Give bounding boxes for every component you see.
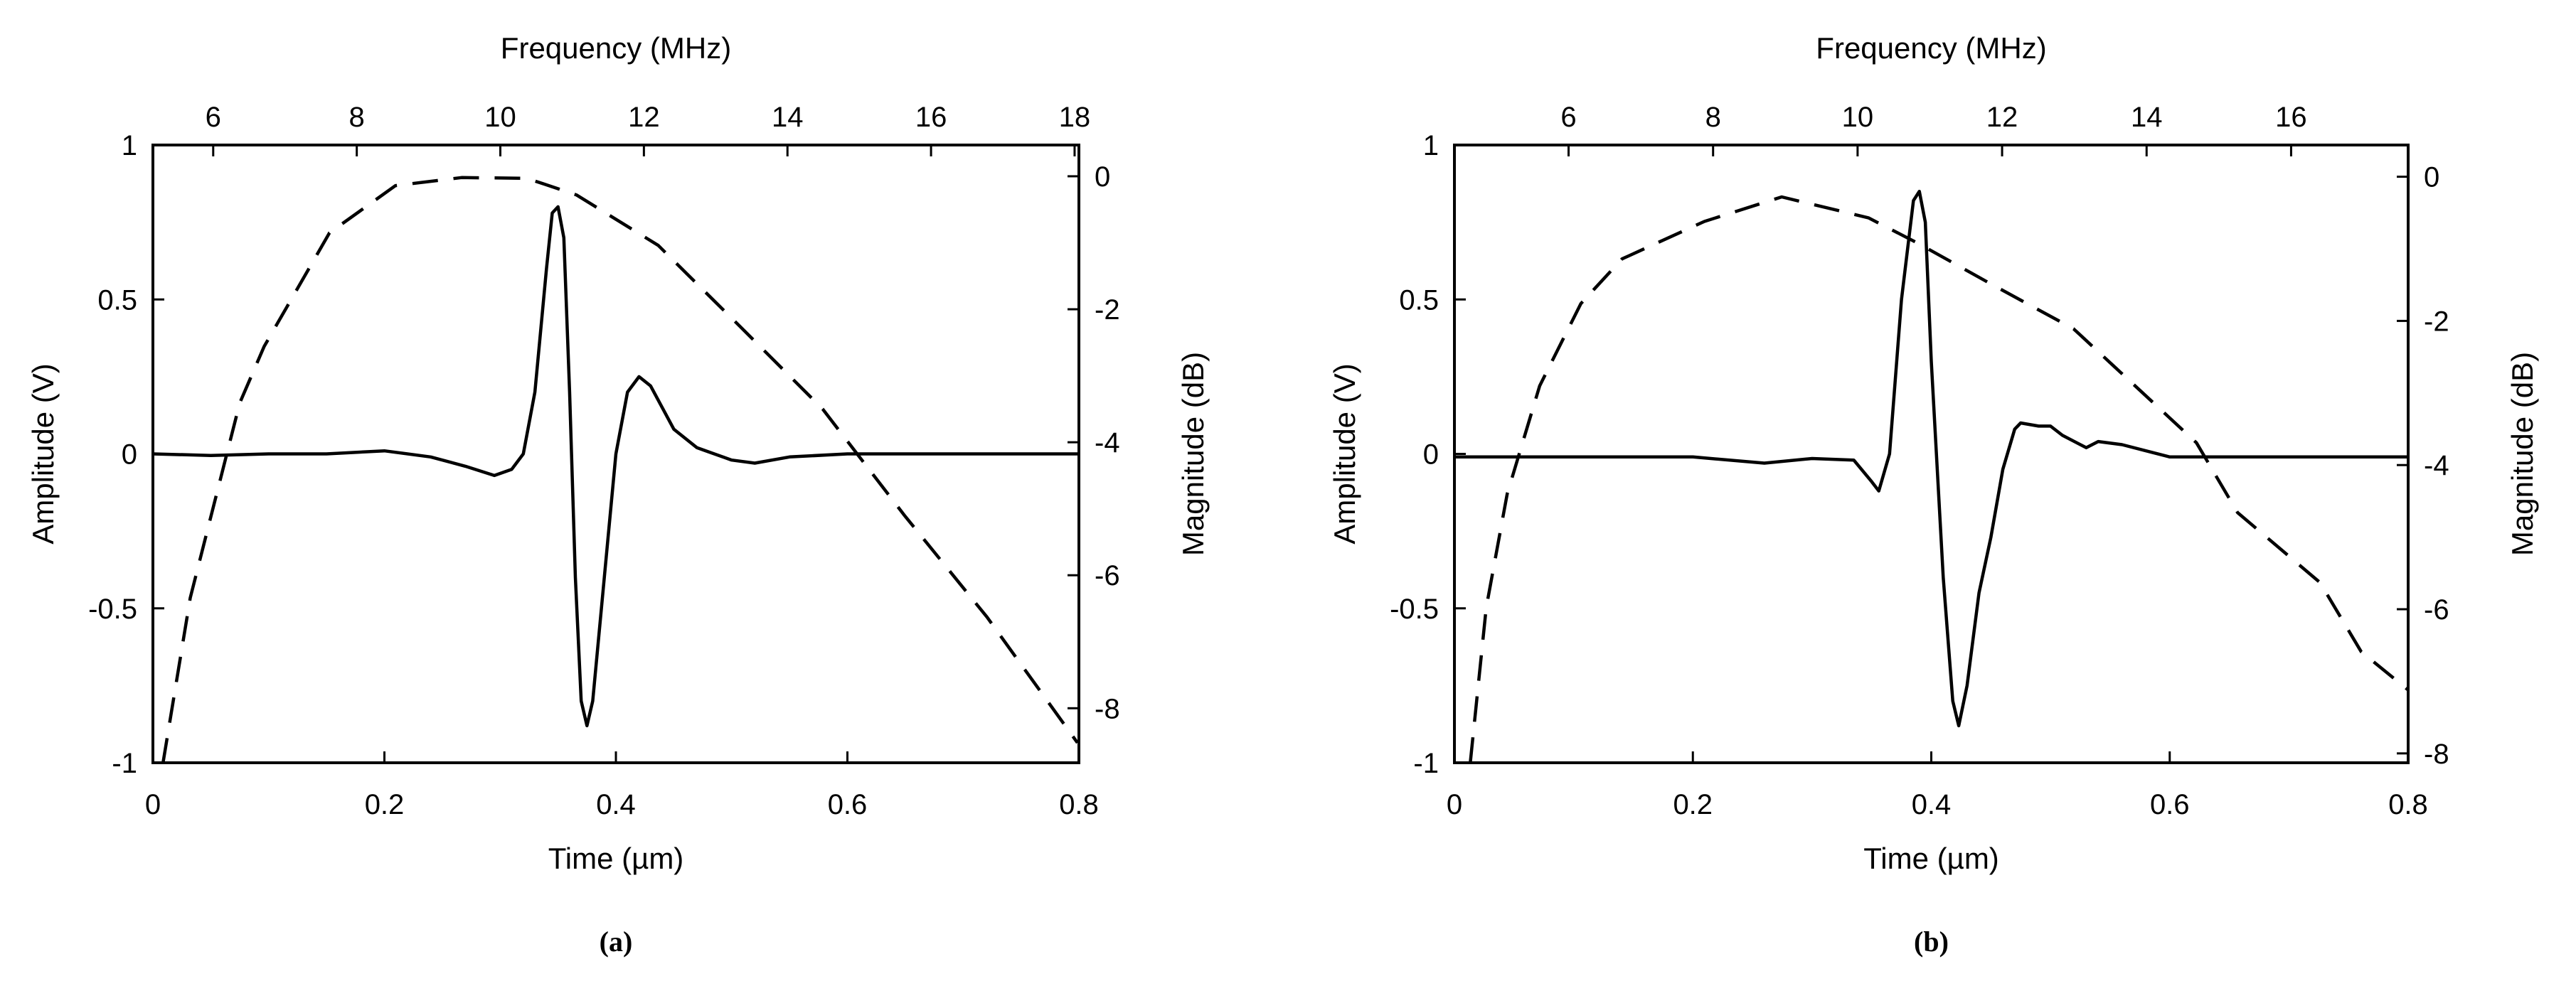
y2-tick-label: -4 <box>1095 427 1120 459</box>
y2-tick-label: -8 <box>2424 739 2449 770</box>
y-tick-label: 0.5 <box>97 284 137 316</box>
y-tick-label: -1 <box>112 748 137 779</box>
panel-b: 0 0.2 0.4 0.6 0.8-1-0.500.516 8 10 12 14 16-8-6-4… <box>1328 31 2539 958</box>
x2-tick-label: 8 <box>1705 102 1721 133</box>
x-axis-label: Time (µm) <box>1863 842 1999 875</box>
x-tick-label: 0.8 <box>2388 789 2428 820</box>
y2-axis-label: Magnitude (dB) <box>2506 352 2539 556</box>
y-axis-label: Amplitude (V) <box>26 363 60 544</box>
y-tick-label: -0.5 <box>88 594 137 625</box>
plot-frame <box>1453 144 2410 764</box>
x2-axis-label: Frequency (MHz) <box>501 31 731 65</box>
y-tick-label: 1 <box>122 130 137 161</box>
y2-tick-label: -6 <box>2424 594 2449 626</box>
x-tick-label: 0.6 <box>828 789 868 820</box>
y2-tick-label: -8 <box>1095 693 1120 724</box>
y-axis-label: Amplitude (V) <box>1328 363 1361 544</box>
y2-tick-label: 0 <box>2424 162 2439 193</box>
amplitude-series-line <box>1454 189 2408 728</box>
x-tick-label: 0.4 <box>596 789 636 820</box>
x2-tick-label: 10 <box>1842 102 1874 133</box>
y-tick-label: -1 <box>1413 748 1439 779</box>
y-tick-label: -0.5 <box>1390 594 1439 625</box>
x2-tick-label: 14 <box>772 102 804 133</box>
panel-a: 0 0.2 0.4 0.6 0.8-1-0.500.516 8 10 12 14 16 18-8-6… <box>26 31 1210 958</box>
x2-tick-label: 18 <box>1059 102 1091 133</box>
panel-caption: (a) <box>600 926 633 958</box>
x-tick-label: 0.8 <box>1059 789 1099 820</box>
x-tick-label: 0.6 <box>2150 789 2190 820</box>
x2-tick-label: 8 <box>349 102 365 133</box>
x-tick-label: 0.2 <box>1673 789 1713 820</box>
x2-tick-label: 12 <box>1986 102 2018 133</box>
y2-tick-label: 0 <box>1095 161 1110 193</box>
x-tick-label: 0.4 <box>1912 789 1952 820</box>
x2-tick-label: 12 <box>628 102 660 133</box>
y-tick-label: 0 <box>122 439 137 471</box>
x2-tick-label: 16 <box>2275 102 2307 133</box>
y-tick-label: 1 <box>1423 130 1439 161</box>
y2-tick-label: -6 <box>1095 560 1120 591</box>
x2-tick-label: 16 <box>915 102 947 133</box>
y2-tick-label: -2 <box>2424 306 2449 337</box>
y2-tick-label: -4 <box>2424 450 2449 481</box>
magnitude-series-line <box>1469 195 2408 763</box>
x2-tick-label: 14 <box>2131 102 2163 133</box>
x2-tick-label: 10 <box>484 102 516 133</box>
magnitude-series-line <box>161 176 1079 763</box>
x-tick-label: 0 <box>1447 789 1462 820</box>
y2-axis-label: Magnitude (dB) <box>1176 352 1210 556</box>
amplitude-series-line <box>153 205 1079 728</box>
x2-tick-label: 6 <box>206 102 221 133</box>
x-axis-label: Time (µm) <box>548 842 684 875</box>
x-tick-label: 0 <box>145 789 161 820</box>
x2-axis-label: Frequency (MHz) <box>1816 31 2046 65</box>
y-tick-label: 0 <box>1423 439 1439 471</box>
y-tick-label: 0.5 <box>1399 284 1439 316</box>
x2-tick-label: 6 <box>1560 102 1576 133</box>
panel-caption: (b) <box>1914 926 1949 958</box>
y2-tick-label: -2 <box>1095 294 1120 326</box>
x-tick-label: 0.2 <box>365 789 405 820</box>
